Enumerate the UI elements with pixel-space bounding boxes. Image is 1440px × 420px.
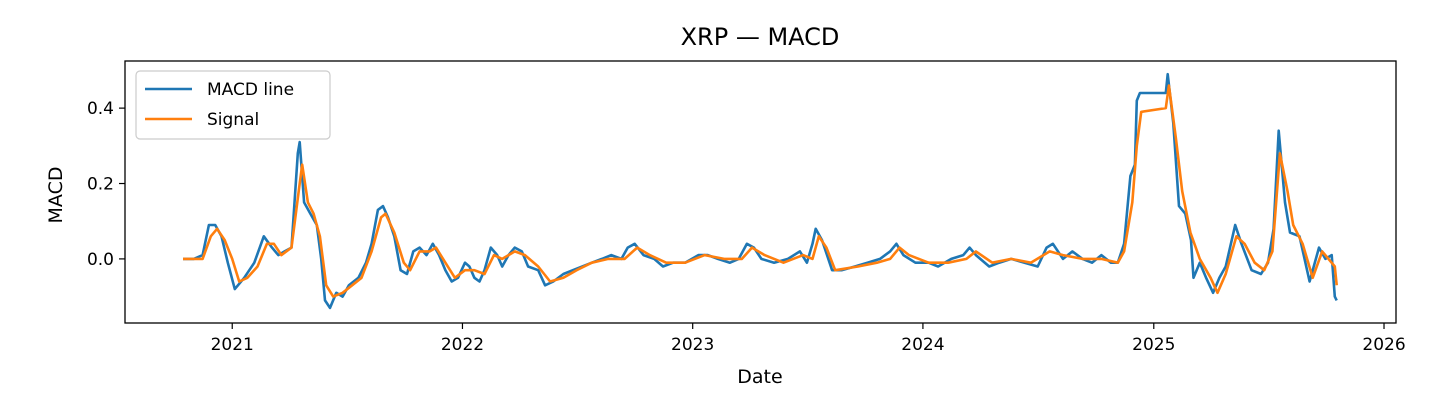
y-axis-label: MACD xyxy=(45,167,67,224)
x-tick-label: 2025 xyxy=(1132,335,1175,355)
y-tick-label: 0.2 xyxy=(87,175,114,195)
x-tick-label: 2026 xyxy=(1362,335,1405,355)
series-line-signal xyxy=(183,84,1338,298)
y-tick-label: 0.0 xyxy=(87,250,114,270)
y-tick-label: 0.4 xyxy=(87,99,114,119)
legend-label: MACD line xyxy=(207,80,294,100)
legend-label: Signal xyxy=(207,110,259,130)
x-tick-label: 2022 xyxy=(441,335,484,355)
plot-frame xyxy=(124,60,1397,324)
x-axis-label: Date xyxy=(737,366,782,388)
x-tick-label: 2021 xyxy=(211,335,254,355)
x-tick-label: 2024 xyxy=(901,335,944,355)
legend: MACD line Signal xyxy=(135,70,331,140)
series-lines xyxy=(183,72,1338,310)
axes: 2021 2022 2023 2024 2025 2026 0.0 0.2 0.4 xyxy=(87,99,1406,355)
x-tick-label: 2023 xyxy=(671,335,714,355)
chart-title: XRP — MACD xyxy=(681,23,840,51)
